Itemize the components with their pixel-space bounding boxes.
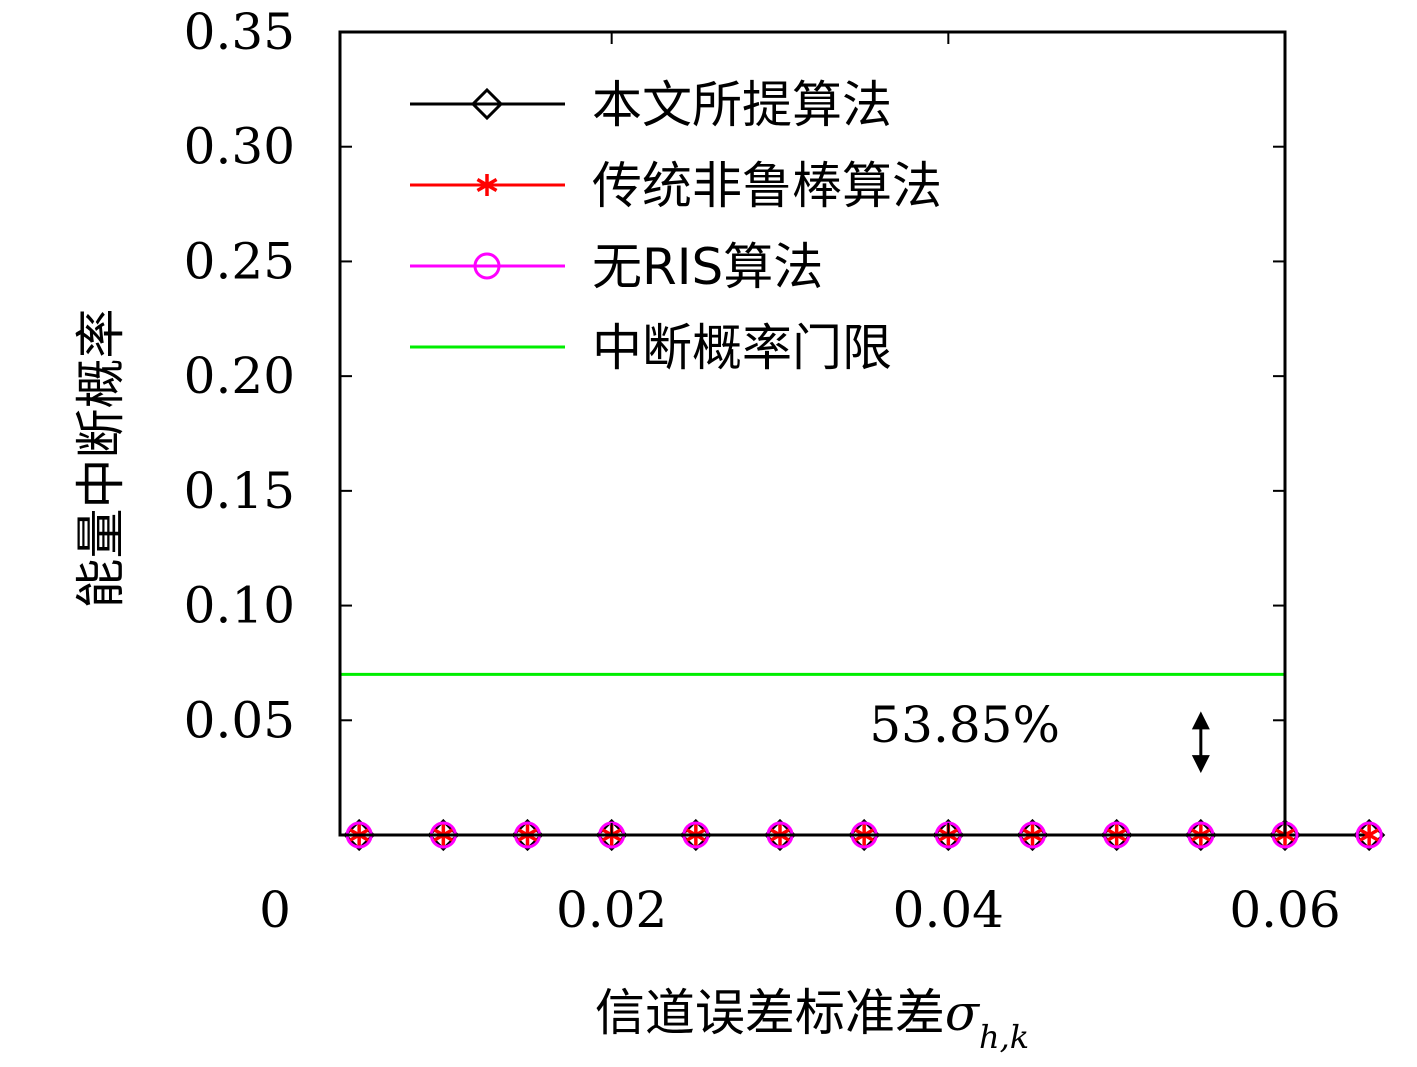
asterisk-stroke [476, 177, 498, 193]
y-tick-label: 0.35 [184, 3, 295, 61]
y-axis-label: 能量中断概率 [72, 309, 130, 609]
x-axis-label-symbol: σ [945, 984, 981, 1042]
annotation: 53.85% [869, 696, 1210, 774]
y-tick-label: 0.15 [184, 462, 295, 520]
x-axis-label-text: 信道误差标准差 [595, 984, 945, 1042]
legend-marker [470, 87, 504, 121]
axis-ticks: 0.05 0.10 0.15 0.20 0.25 0.30 0.35 0 0.02 0.04 0.0… [184, 3, 1341, 939]
legend-label: 传统非鲁棒算法 [592, 157, 942, 215]
y-tick-label: 0.25 [184, 232, 295, 290]
x-tick-label: 0.02 [556, 881, 667, 939]
annotation-arrow-head-down [1191, 755, 1210, 774]
legend-marker [473, 252, 501, 280]
plot-frame [338, 30, 1287, 837]
asterisk-stroke [1358, 827, 1380, 843]
y-tick-label: 0.05 [184, 691, 295, 749]
y-tick-label: 0.10 [184, 577, 295, 635]
annotation-arrow-head-up [1191, 711, 1210, 730]
x-axis-label-subscript: h,k [979, 1018, 1029, 1056]
series-lines [340, 672, 1370, 837]
x-tick-label: 0.06 [1229, 881, 1340, 939]
y-tick-label: 0.30 [184, 118, 295, 176]
legend-label: 无RIS算法 [592, 238, 823, 296]
annotation-label: 53.85% [869, 696, 1060, 754]
legend-marker [476, 174, 498, 196]
legend-label: 本文所提算法 [592, 76, 892, 134]
data-point [1358, 824, 1380, 846]
x-tick-label: 0 [259, 881, 291, 939]
y-tick-label: 0.20 [184, 347, 295, 405]
legend-label: 中断概率门限 [592, 319, 892, 377]
x-axis-label: 信道误差标准差σh,k [595, 984, 1029, 1056]
x-tick-label: 0.04 [893, 881, 1004, 939]
data-point [1355, 821, 1383, 849]
